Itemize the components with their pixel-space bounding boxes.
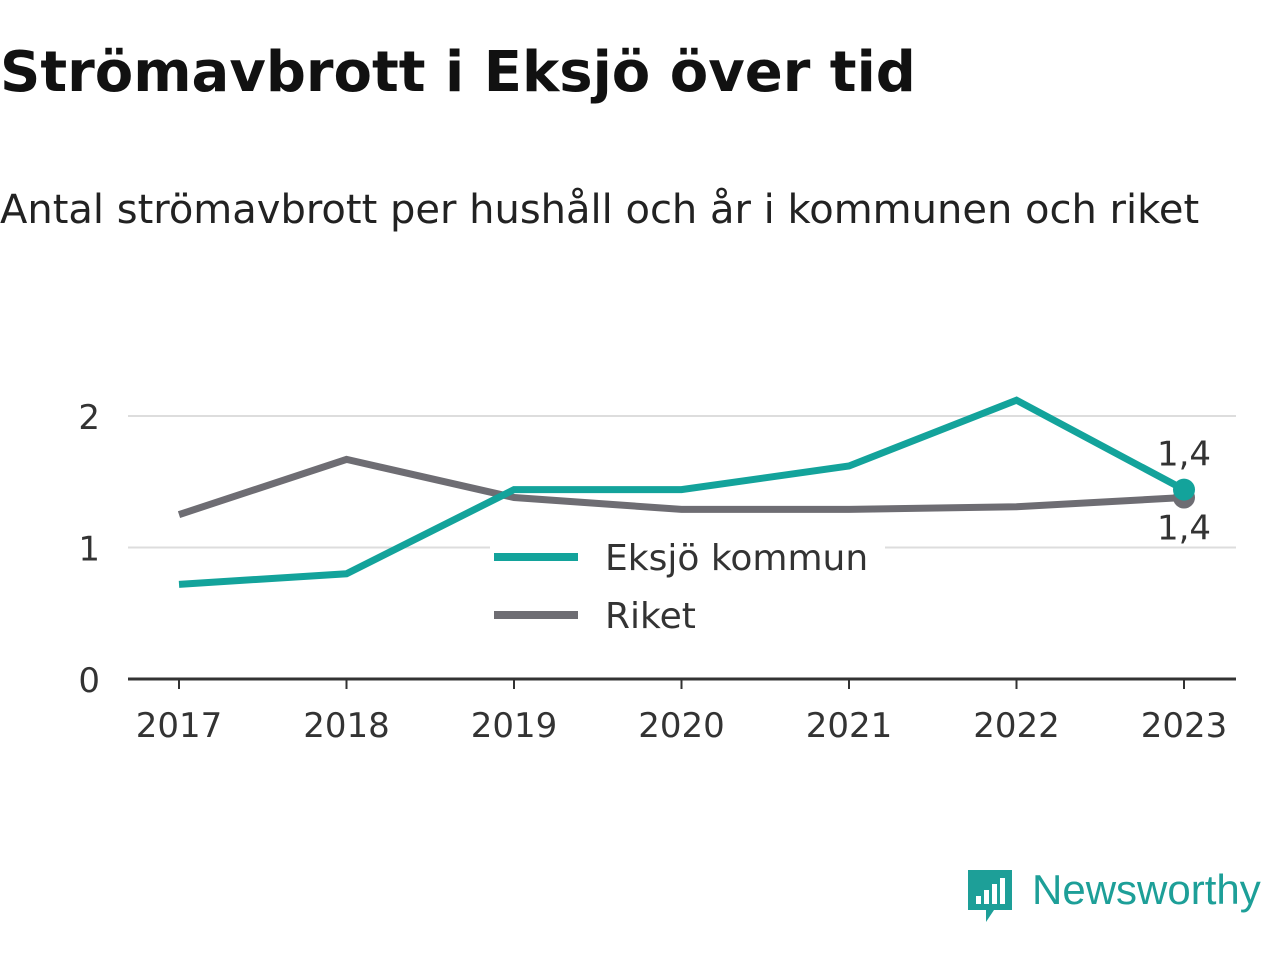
chart-subtitle: Antal strömavbrott per hushåll och år i …	[0, 187, 1200, 233]
chart-title: Strömavbrott i Eksjö över tid	[0, 40, 916, 105]
x-tick-label: 2022	[973, 706, 1060, 746]
x-tick-label: 2017	[136, 706, 223, 746]
brand-name: Newsworthy	[1032, 866, 1261, 913]
series-end-point-1	[1173, 478, 1195, 501]
x-tick-label: 2020	[638, 706, 725, 746]
end-value-label: 1,4	[1157, 435, 1211, 475]
y-tick-label: 2	[78, 398, 100, 438]
newsworthy-logo-icon	[968, 870, 1012, 922]
series-line-1	[178, 396, 1186, 588]
legend-label: Riket	[605, 596, 696, 637]
brand-footer: Newsworthy	[962, 862, 1280, 928]
legend-label: Eksjö kommun	[605, 538, 868, 579]
legend-background	[490, 530, 885, 642]
x-tick-label: 2023	[1141, 706, 1228, 746]
y-tick-label: 1	[78, 530, 100, 570]
x-tick-label: 2021	[806, 706, 893, 746]
y-tick-label: 0	[78, 661, 100, 701]
x-tick-label: 2019	[471, 706, 558, 746]
end-value-label: 1,4	[1157, 509, 1211, 549]
series-line-2	[177, 455, 1185, 518]
x-tick-label: 2018	[303, 706, 390, 746]
